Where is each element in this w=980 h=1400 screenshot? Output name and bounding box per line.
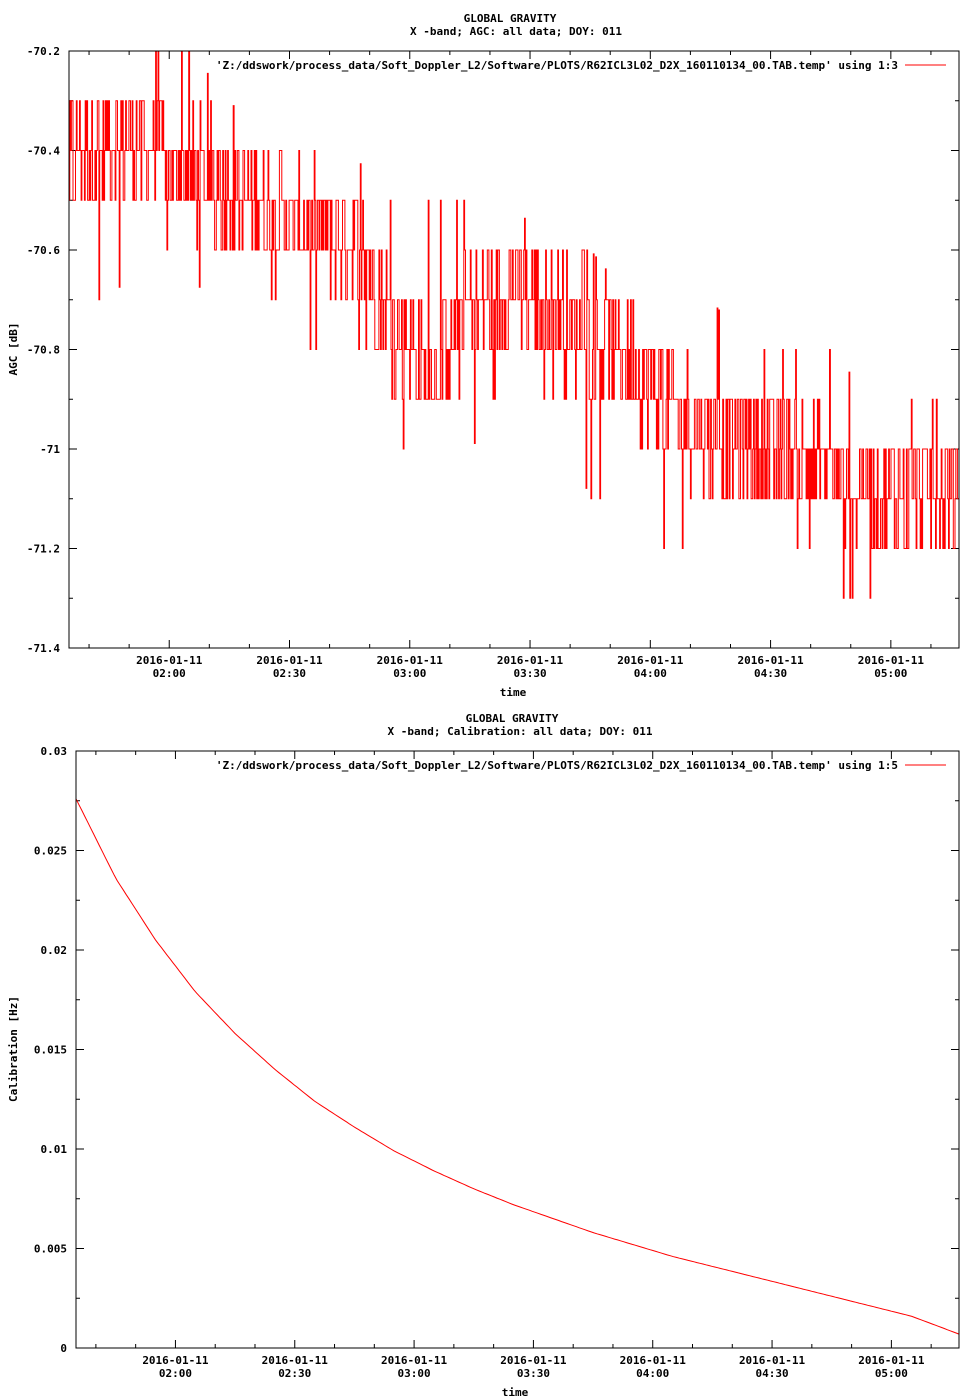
x-axis-label: time — [500, 686, 527, 699]
x-axis-label: time — [502, 1386, 529, 1399]
x-tick-label: 05:00 — [874, 667, 907, 680]
series-plot — [69, 50, 960, 599]
y-tick-label: 0 — [60, 1342, 67, 1355]
x-tick-date: 2016-01-11 — [377, 654, 444, 667]
x-tick-label: 04:30 — [755, 1367, 788, 1380]
y-tick-label: -70.6 — [27, 244, 60, 257]
y-tick-label: 0.01 — [41, 1143, 68, 1156]
y-tick-label: -70.4 — [27, 145, 60, 158]
x-tick-date: 2016-01-11 — [256, 654, 323, 667]
x-tick-label: 03:00 — [398, 1367, 431, 1380]
chart-title: GLOBAL GRAVITY — [466, 712, 559, 725]
calibration-chart: GLOBAL GRAVITY X -band; Calibration: all… — [7, 712, 960, 1399]
x-tick-date: 2016-01-11 — [620, 1354, 687, 1367]
y-tick-label: 0.03 — [41, 745, 68, 758]
y-tick-label: -70.2 — [27, 45, 60, 58]
y-axis-label: AGC [dB] — [7, 323, 20, 376]
x-tick-date: 2016-01-11 — [858, 654, 925, 667]
x-tick-label: 04:30 — [754, 667, 787, 680]
agc-chart: GLOBAL GRAVITY X -band; AGC: all data; D… — [7, 12, 960, 699]
x-tick-date: 2016-01-11 — [737, 654, 804, 667]
x-tick-date: 2016-01-11 — [497, 654, 564, 667]
legend-label: 'Z:/ddswork/process_data/Soft_Doppler_L2… — [216, 59, 898, 72]
x-tick-date: 2016-01-11 — [136, 654, 203, 667]
x-tick-label: 03:00 — [393, 667, 426, 680]
plot-frame — [75, 750, 960, 1349]
x-tick-label: 04:00 — [636, 1367, 669, 1380]
y-axis-label: Calibration [Hz] — [7, 996, 20, 1102]
chart-title: GLOBAL GRAVITY — [464, 12, 557, 25]
y-tick-label: -70.8 — [27, 344, 60, 357]
agc-series-line — [69, 50, 960, 599]
y-tick-label: 0.02 — [41, 944, 68, 957]
calibration-series-line — [75, 798, 960, 1335]
y-tick-label: -71.4 — [27, 642, 60, 655]
x-tick-date: 2016-01-11 — [858, 1354, 925, 1367]
axis-ticks: -71.4 -71.2 -71 -70.8 -70.6 -70.4 -70.2 2016-01… — [27, 45, 959, 680]
x-tick-label: 05:00 — [875, 1367, 908, 1380]
x-tick-label: 02:00 — [153, 667, 186, 680]
y-tick-label: 0.025 — [34, 845, 67, 858]
x-tick-date: 2016-01-11 — [617, 654, 684, 667]
x-tick-date: 2016-01-11 — [142, 1354, 209, 1367]
x-tick-label: 02:00 — [159, 1367, 192, 1380]
series-plot — [75, 798, 960, 1335]
x-tick-label: 03:30 — [513, 667, 546, 680]
y-tick-label: -71 — [40, 443, 60, 456]
y-tick-label: -71.2 — [27, 543, 60, 556]
x-tick-date: 2016-01-11 — [381, 1354, 448, 1367]
y-tick-label: 0.015 — [34, 1044, 67, 1057]
plot-frame — [68, 50, 960, 649]
x-tick-label: 03:30 — [517, 1367, 550, 1380]
axis-ticks: 00.0050.010.0150.020.0250.032016-01-1102… — [34, 745, 959, 1380]
x-tick-label: 04:00 — [634, 667, 667, 680]
x-tick-date: 2016-01-11 — [739, 1354, 806, 1367]
x-tick-date: 2016-01-11 — [500, 1354, 567, 1367]
legend-label: 'Z:/ddswork/process_data/Soft_Doppler_L2… — [216, 759, 898, 772]
chart-subtitle: X -band; AGC: all data; DOY: 011 — [410, 25, 622, 38]
y-tick-label: 0.005 — [34, 1243, 67, 1256]
chart-subtitle: X -band; Calibration: all data; DOY: 011 — [388, 725, 653, 738]
x-tick-date: 2016-01-11 — [262, 1354, 329, 1367]
x-tick-label: 02:30 — [278, 1367, 311, 1380]
x-tick-label: 02:30 — [273, 667, 306, 680]
